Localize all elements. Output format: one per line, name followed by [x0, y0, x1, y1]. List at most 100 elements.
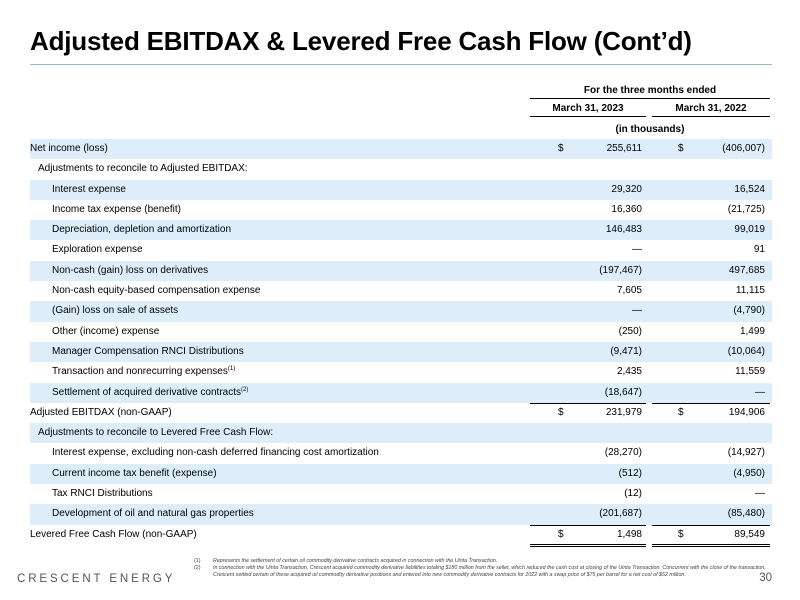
table-row: Adjustments to reconcile to Adjusted EBI…: [30, 159, 772, 179]
row-label-text: Non-cash equity-based compensation expen…: [52, 285, 261, 297]
row-label: Non-cash equity-based compensation expen…: [52, 281, 260, 301]
value-2023: 29,320: [611, 183, 642, 195]
row-label-text: Development of oil and natural gas prope…: [52, 508, 254, 520]
footnote: (1) Represents the settlement of certain …: [194, 558, 772, 565]
value-2023: 1,498: [616, 528, 642, 540]
value-2022: (4,790): [733, 305, 765, 317]
footnote-reference: (2): [240, 386, 249, 393]
value-2022: 1,499: [739, 325, 765, 337]
value-2023: (9,471): [610, 345, 642, 357]
row-label: Interest expense: [52, 180, 126, 200]
value-2022: (10,064): [727, 345, 765, 357]
value-2022: —: [755, 386, 765, 398]
value-2023: (512): [618, 467, 642, 479]
value-2022: 11,559: [735, 366, 765, 378]
footnote-number: (1): [194, 558, 201, 564]
page-number: 30: [759, 572, 772, 584]
value-2022: (21,725): [727, 203, 765, 215]
footnote: (2) In connection with the Uinta Transact…: [194, 565, 772, 579]
value-2022: 16,524: [734, 183, 765, 195]
row-label-text: Current income tax benefit (expense): [52, 467, 217, 479]
table-row: Levered Free Cash Flow (non-GAAP) $ $1,498…: [30, 525, 772, 545]
row-label: Depreciation, depletion and amortization: [52, 220, 231, 240]
row-label: Non-cash (gain) loss on derivatives: [52, 261, 208, 281]
reconciliation-table: Net income (loss) $ $255,611 (406,007) Adjus…: [30, 139, 772, 545]
value-2023: (28,270): [604, 447, 642, 459]
table-row: Other (income) expense (250) 1,499: [30, 322, 772, 342]
footnote-number: (2): [194, 565, 201, 571]
row-label: Exploration expense: [52, 240, 143, 260]
total-rule: [530, 524, 646, 526]
total-rule: [652, 402, 770, 404]
row-label: Adjustments to reconcile to Adjusted EBI…: [38, 159, 248, 179]
currency-symbol: $: [558, 143, 564, 154]
row-label: Current income tax benefit (expense): [52, 464, 217, 484]
table-row: Current income tax benefit (expense) (512…: [30, 463, 772, 485]
value-2022: 11,115: [735, 285, 765, 297]
value-2023: (197,467): [599, 264, 642, 276]
row-label: Tax RNCI Distributions: [52, 484, 153, 504]
title-rule: [30, 64, 772, 65]
value-2023: 231,979: [605, 406, 642, 418]
table-row: Manager Compensation RNCI Distributions (…: [30, 341, 772, 363]
currency-symbol: $: [678, 406, 684, 418]
period-header-rule: [530, 98, 770, 99]
table-row: Depreciation, depletion and amortization…: [30, 220, 772, 241]
slide-title: Adjusted EBITDAX & Levered Free Cash Flo…: [30, 26, 692, 56]
row-label: Manager Compensation RNCI Distributions: [52, 342, 244, 362]
total-rule: [530, 544, 646, 545]
footnote-text: Represents the settlement of certain oil…: [213, 558, 498, 564]
column-header-2022: March 31, 2022: [675, 103, 747, 114]
total-rule: [652, 524, 770, 526]
row-label-text: Adjusted EBITDAX (non-GAAP): [30, 406, 172, 418]
value-2023: —: [632, 244, 642, 256]
row-label-text: Income tax expense (benefit): [52, 203, 181, 215]
row-label-text: Depreciation, depletion and amortization: [52, 224, 231, 236]
value-2022: —: [755, 488, 765, 500]
table-row: Settlement of acquired derivative contra…: [30, 382, 772, 403]
value-2022: 99,019: [734, 224, 765, 236]
row-label-text: Adjustments to reconcile to Levered Free…: [38, 427, 274, 439]
table-row: (Gain) loss on sale of assets — (4,790): [30, 301, 772, 322]
value-2023: —: [632, 305, 642, 317]
value-2023: 255,611: [606, 143, 642, 154]
row-label: Income tax expense (benefit): [52, 200, 181, 220]
column-header-2023: March 31, 2023: [552, 103, 624, 114]
table-row: Tax RNCI Distributions (12) —: [30, 484, 772, 504]
row-label: Development of oil and natural gas prope…: [52, 504, 254, 524]
table-row: Interest expense 29,320 16,524: [30, 179, 772, 200]
company-logo-text: CRESCENT ENERGY: [17, 573, 176, 585]
row-label: Adjusted EBITDAX (non-GAAP): [30, 403, 172, 423]
row-label: Levered Free Cash Flow (non-GAAP): [30, 525, 197, 545]
currency-symbol: $: [558, 406, 564, 418]
value-2022: (406,007): [722, 143, 765, 154]
value-2022: (4,950): [733, 467, 765, 479]
value-2022: (14,927): [727, 447, 765, 459]
currency-symbol: $: [678, 143, 684, 154]
table-row: Non-cash (gain) loss on derivatives (197,…: [30, 260, 772, 282]
table-row: Transaction and nonrecurring expenses(1)…: [30, 362, 772, 382]
value-2022: 89,549: [734, 528, 765, 540]
total-rule: [652, 546, 770, 547]
footnotes: (1) Represents the settlement of certain …: [194, 558, 772, 579]
table-row: Income tax expense (benefit) 16,360 (21,72…: [30, 200, 772, 220]
row-label-text: Levered Free Cash Flow (non-GAAP): [30, 528, 197, 540]
column-header-rule-2023: [530, 116, 646, 117]
row-label-text: (Gain) loss on sale of assets: [52, 305, 179, 317]
value-2022: (85,480): [727, 508, 765, 520]
row-label: (Gain) loss on sale of assets: [52, 301, 178, 321]
row-label-text: Non-cash (gain) loss on derivatives: [52, 264, 209, 276]
currency-symbol: $: [558, 528, 564, 540]
row-label-text: Exploration expense: [52, 244, 143, 256]
column-header-rule-2022: [652, 116, 770, 117]
row-label-text: Manager Compensation RNCI Distributions: [52, 345, 244, 357]
value-2022: 497,685: [728, 264, 765, 276]
table-row: Interest expense, excluding non-cash def…: [30, 443, 772, 463]
value-2023: (18,647): [604, 386, 642, 398]
value-2022: 91: [753, 244, 765, 256]
row-label: Transaction and nonrecurring expenses(1): [52, 362, 235, 382]
total-rule: [652, 544, 770, 545]
row-label: Net income (loss): [30, 139, 108, 159]
value-2023: 2,435: [616, 366, 642, 378]
units-label: (in thousands): [615, 124, 685, 135]
